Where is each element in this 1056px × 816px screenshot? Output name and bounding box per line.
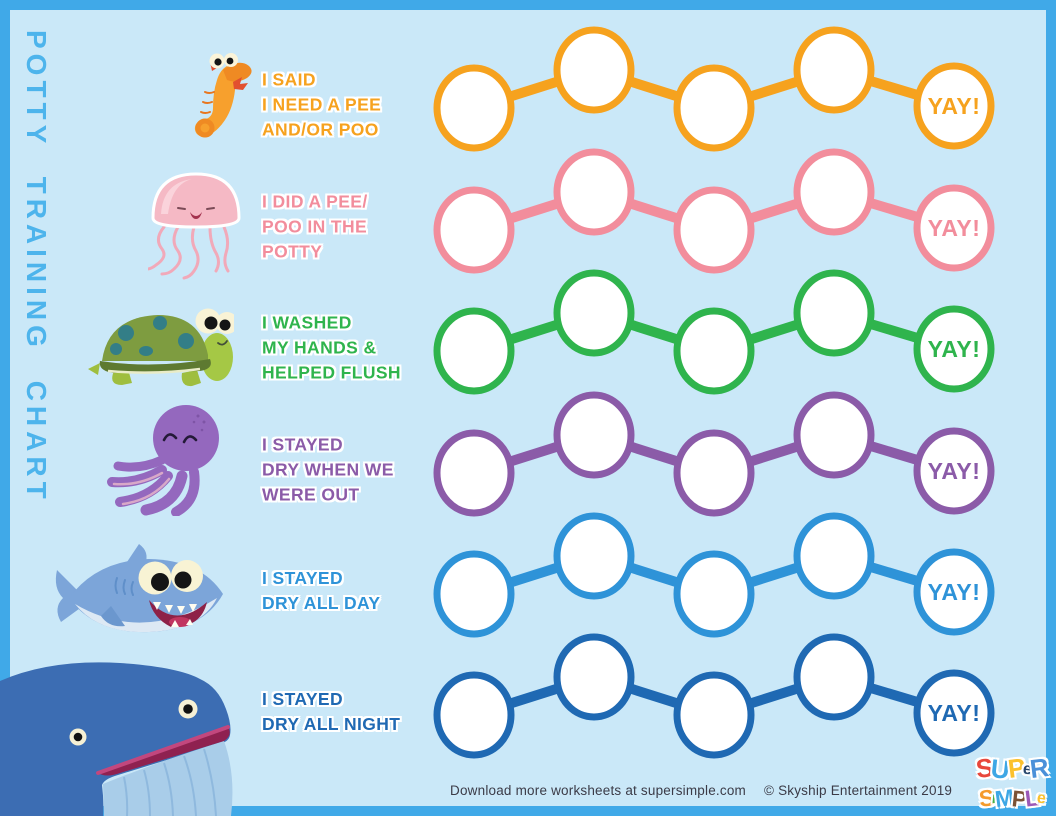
- octopus-icon: [106, 404, 234, 516]
- sticker-circle: [793, 26, 875, 114]
- yay-circle: [913, 669, 995, 757]
- footer-download-text: Download more worksheets at supersimple.…: [450, 783, 746, 798]
- sticker-track: YAY!: [433, 512, 995, 638]
- sticker-circle: [433, 64, 515, 152]
- footer: Download more worksheets at supersimple.…: [450, 783, 952, 798]
- yay-text: YAY!: [928, 458, 981, 484]
- task-row-dry-day: I STAYED DRY ALL DAY YAY!: [0, 489, 1056, 661]
- turtle-icon: [86, 305, 234, 397]
- sticker-circle: [553, 391, 635, 479]
- yay-text: YAY!: [928, 215, 981, 241]
- whale-icon: [0, 651, 250, 816]
- sticker-track: YAY!: [433, 269, 995, 395]
- sticker-circle: [673, 64, 755, 152]
- task-row-did-pee-poo: I DID A PEE/ POO IN THE POTTY YAY!: [0, 125, 1056, 297]
- yay-circle: [913, 427, 995, 515]
- sticker-track: YAY!: [433, 391, 995, 517]
- sticker-track: YAY!: [433, 26, 995, 152]
- yay-text: YAY!: [928, 579, 981, 605]
- sticker-circle: [433, 429, 515, 517]
- sticker-circle: [793, 512, 875, 600]
- sticker-circle: [433, 550, 515, 638]
- sticker-circle: [553, 148, 635, 236]
- super-simple-logo: SUPeR SiMPLe: [974, 751, 1051, 814]
- jellyfish-icon: [148, 168, 244, 282]
- task-row-washed-hands: I WASHED MY HANDS & HELPED FLUSH YAY!: [0, 246, 1056, 418]
- task-row-dry-out: I STAYED DRY WHEN WE WERE OUT YAY!: [0, 368, 1056, 540]
- sticker-circle: [793, 269, 875, 357]
- sticker-circle: [673, 429, 755, 517]
- task-label: I SAID I NEED A PEE AND/OR POO: [262, 69, 382, 140]
- logo-line-1: SUPeR: [974, 751, 1051, 785]
- sticker-circle: [673, 307, 755, 395]
- sticker-circle: [553, 26, 635, 114]
- yay-circle: [913, 548, 995, 636]
- yay-text: YAY!: [928, 336, 981, 362]
- task-label: I STAYED DRY ALL DAY: [262, 568, 381, 613]
- sticker-circle: [553, 633, 635, 721]
- yay-text: YAY!: [928, 93, 981, 119]
- vertical-title: POTTY TRAINING CHART: [21, 30, 52, 504]
- sticker-track: YAY!: [433, 148, 995, 274]
- yay-circle: [913, 184, 995, 272]
- sticker-circle: [673, 186, 755, 274]
- task-label: I DID A PEE/ POO IN THE POTTY: [262, 191, 368, 262]
- sticker-circle: [673, 550, 755, 638]
- sticker-circle: [553, 269, 635, 357]
- sticker-circle: [793, 148, 875, 236]
- task-label: I STAYED DRY WHEN WE WERE OUT: [262, 434, 394, 505]
- yay-circle: [913, 62, 995, 150]
- sticker-circle: [673, 671, 755, 759]
- shark-icon: [53, 542, 235, 652]
- logo-letter: e: [1036, 789, 1047, 808]
- logo-letter: R: [1028, 751, 1051, 785]
- task-row-say-pee: I SAID I NEED A PEE AND/OR POO YAY!: [0, 3, 1056, 175]
- footer-copyright-text: © Skyship Entertainment 2019: [763, 783, 953, 798]
- sticker-circle: [793, 391, 875, 479]
- task-label: I STAYED DRY ALL NIGHT: [262, 689, 401, 734]
- task-label: I WASHED MY HANDS & HELPED FLUSH: [262, 312, 401, 383]
- yay-circle: [913, 305, 995, 393]
- seahorse-icon: [183, 52, 255, 148]
- sticker-circle: [433, 307, 515, 395]
- logo-line-2: SiMPLe: [977, 784, 1048, 814]
- task-row-dry-night: I STAYED DRY ALL NIGHT YAY!: [0, 610, 1056, 816]
- sticker-track: YAY!: [433, 633, 995, 759]
- sticker-circle: [433, 671, 515, 759]
- sticker-circle: [433, 186, 515, 274]
- sticker-circle: [793, 633, 875, 721]
- sticker-circle: [553, 512, 635, 600]
- yay-text: YAY!: [928, 700, 981, 726]
